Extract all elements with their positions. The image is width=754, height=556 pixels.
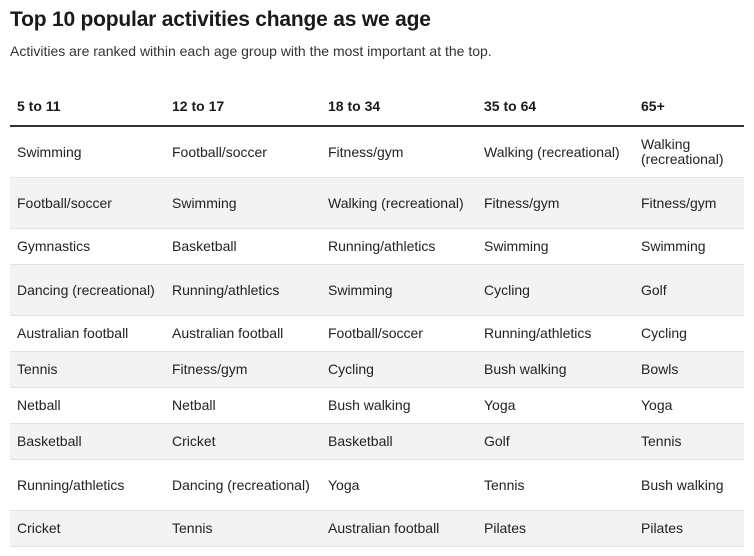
table-cell: Fitness/gym [634, 177, 744, 229]
table-cell: Walking (recreational) [477, 126, 634, 178]
table-cell: Australian football [10, 315, 165, 352]
table-cell: Swimming [321, 264, 477, 316]
table-cell: Australian football [165, 315, 321, 352]
column-header-12-to-17: 12 to 17 [165, 87, 321, 127]
table-row: Basketball Cricket Basketball Golf Tennis [10, 423, 744, 460]
table-cell: Dancing (recreational) [10, 264, 165, 316]
table-cell: Bush walking [477, 351, 634, 388]
table-cell: Dancing (recreational) [165, 459, 321, 511]
table-cell: Swimming [10, 126, 165, 178]
table-cell: Football/soccer [165, 126, 321, 178]
table-row: Dancing (recreational) Running/athletics S… [10, 264, 744, 316]
table-row: Swimming Football/soccer Fitness/gym Walkin… [10, 126, 744, 178]
table-cell: Running/athletics [165, 264, 321, 316]
chart-title: Top 10 popular activities change as we a… [10, 8, 431, 31]
table-cell: Bowls [634, 351, 744, 388]
chart-subtitle: Activities are ranked within each age gr… [10, 43, 492, 59]
table-cell: Yoga [321, 459, 477, 511]
table-cell: Tennis [10, 351, 165, 388]
table-cell: Running/athletics [477, 315, 634, 352]
table-cell: Football/soccer [321, 315, 477, 352]
header-row: 5 to 11 12 to 17 18 to 34 35 to 64 65+ [10, 87, 744, 127]
table-row: Running/athletics Dancing (recreational) Y… [10, 459, 744, 511]
table-row: Cricket Tennis Australian football Pilates P… [10, 510, 744, 547]
table-cell: Tennis [477, 459, 634, 511]
table-cell: Netball [10, 387, 165, 424]
column-header-18-to-34: 18 to 34 [321, 87, 477, 127]
table-cell: Basketball [165, 228, 321, 265]
table-cell: Basketball [321, 423, 477, 460]
table-row: Gymnastics Basketball Running/athletics Swi… [10, 228, 744, 265]
table-cell: Cycling [321, 351, 477, 388]
table-cell: Fitness/gym [477, 177, 634, 229]
table-cell: Cycling [477, 264, 634, 316]
column-header-5-to-11: 5 to 11 [10, 87, 165, 127]
table-cell: Walking (recreational) [634, 126, 744, 178]
column-header-65-plus: 65+ [634, 87, 744, 127]
table-cell: Yoga [634, 387, 744, 424]
table-cell: Fitness/gym [321, 126, 477, 178]
table-cell: Football/soccer [10, 177, 165, 229]
table-cell: Pilates [634, 510, 744, 547]
table-row: Tennis Fitness/gym Cycling Bush walking Bowl… [10, 351, 744, 388]
table-cell: Gymnastics [10, 228, 165, 265]
table-cell: Tennis [634, 423, 744, 460]
table-cell: Golf [477, 423, 634, 460]
table-cell: Netball [165, 387, 321, 424]
table-cell: Cricket [10, 510, 165, 547]
column-header-35-to-64: 35 to 64 [477, 87, 634, 127]
table-cell: Fitness/gym [165, 351, 321, 388]
activities-table: 5 to 11 12 to 17 18 to 34 35 to 64 65+ S… [10, 87, 744, 547]
table-cell: Swimming [165, 177, 321, 229]
table-cell: Swimming [634, 228, 744, 265]
table-row: Netball Netball Bush walking Yoga Yoga [10, 387, 744, 424]
table-cell: Running/athletics [321, 228, 477, 265]
table-cell: Australian football [321, 510, 477, 547]
table-cell: Cycling [634, 315, 744, 352]
table-cell: Tennis [165, 510, 321, 547]
table-cell: Bush walking [321, 387, 477, 424]
table-cell: Yoga [477, 387, 634, 424]
table-cell: Basketball [10, 423, 165, 460]
table-cell: Pilates [477, 510, 634, 547]
table-cell: Running/athletics [10, 459, 165, 511]
table-cell: Bush walking [634, 459, 744, 511]
table-row: Australian football Australian football Fo… [10, 315, 744, 352]
table-cell: Cricket [165, 423, 321, 460]
table-row: Football/soccer Swimming Walking (recreati… [10, 177, 744, 229]
table-cell: Swimming [477, 228, 634, 265]
table-body: Swimming Football/soccer Fitness/gym Walkin… [10, 126, 744, 547]
table-cell: Golf [634, 264, 744, 316]
table-cell: Walking (recreational) [321, 177, 477, 229]
